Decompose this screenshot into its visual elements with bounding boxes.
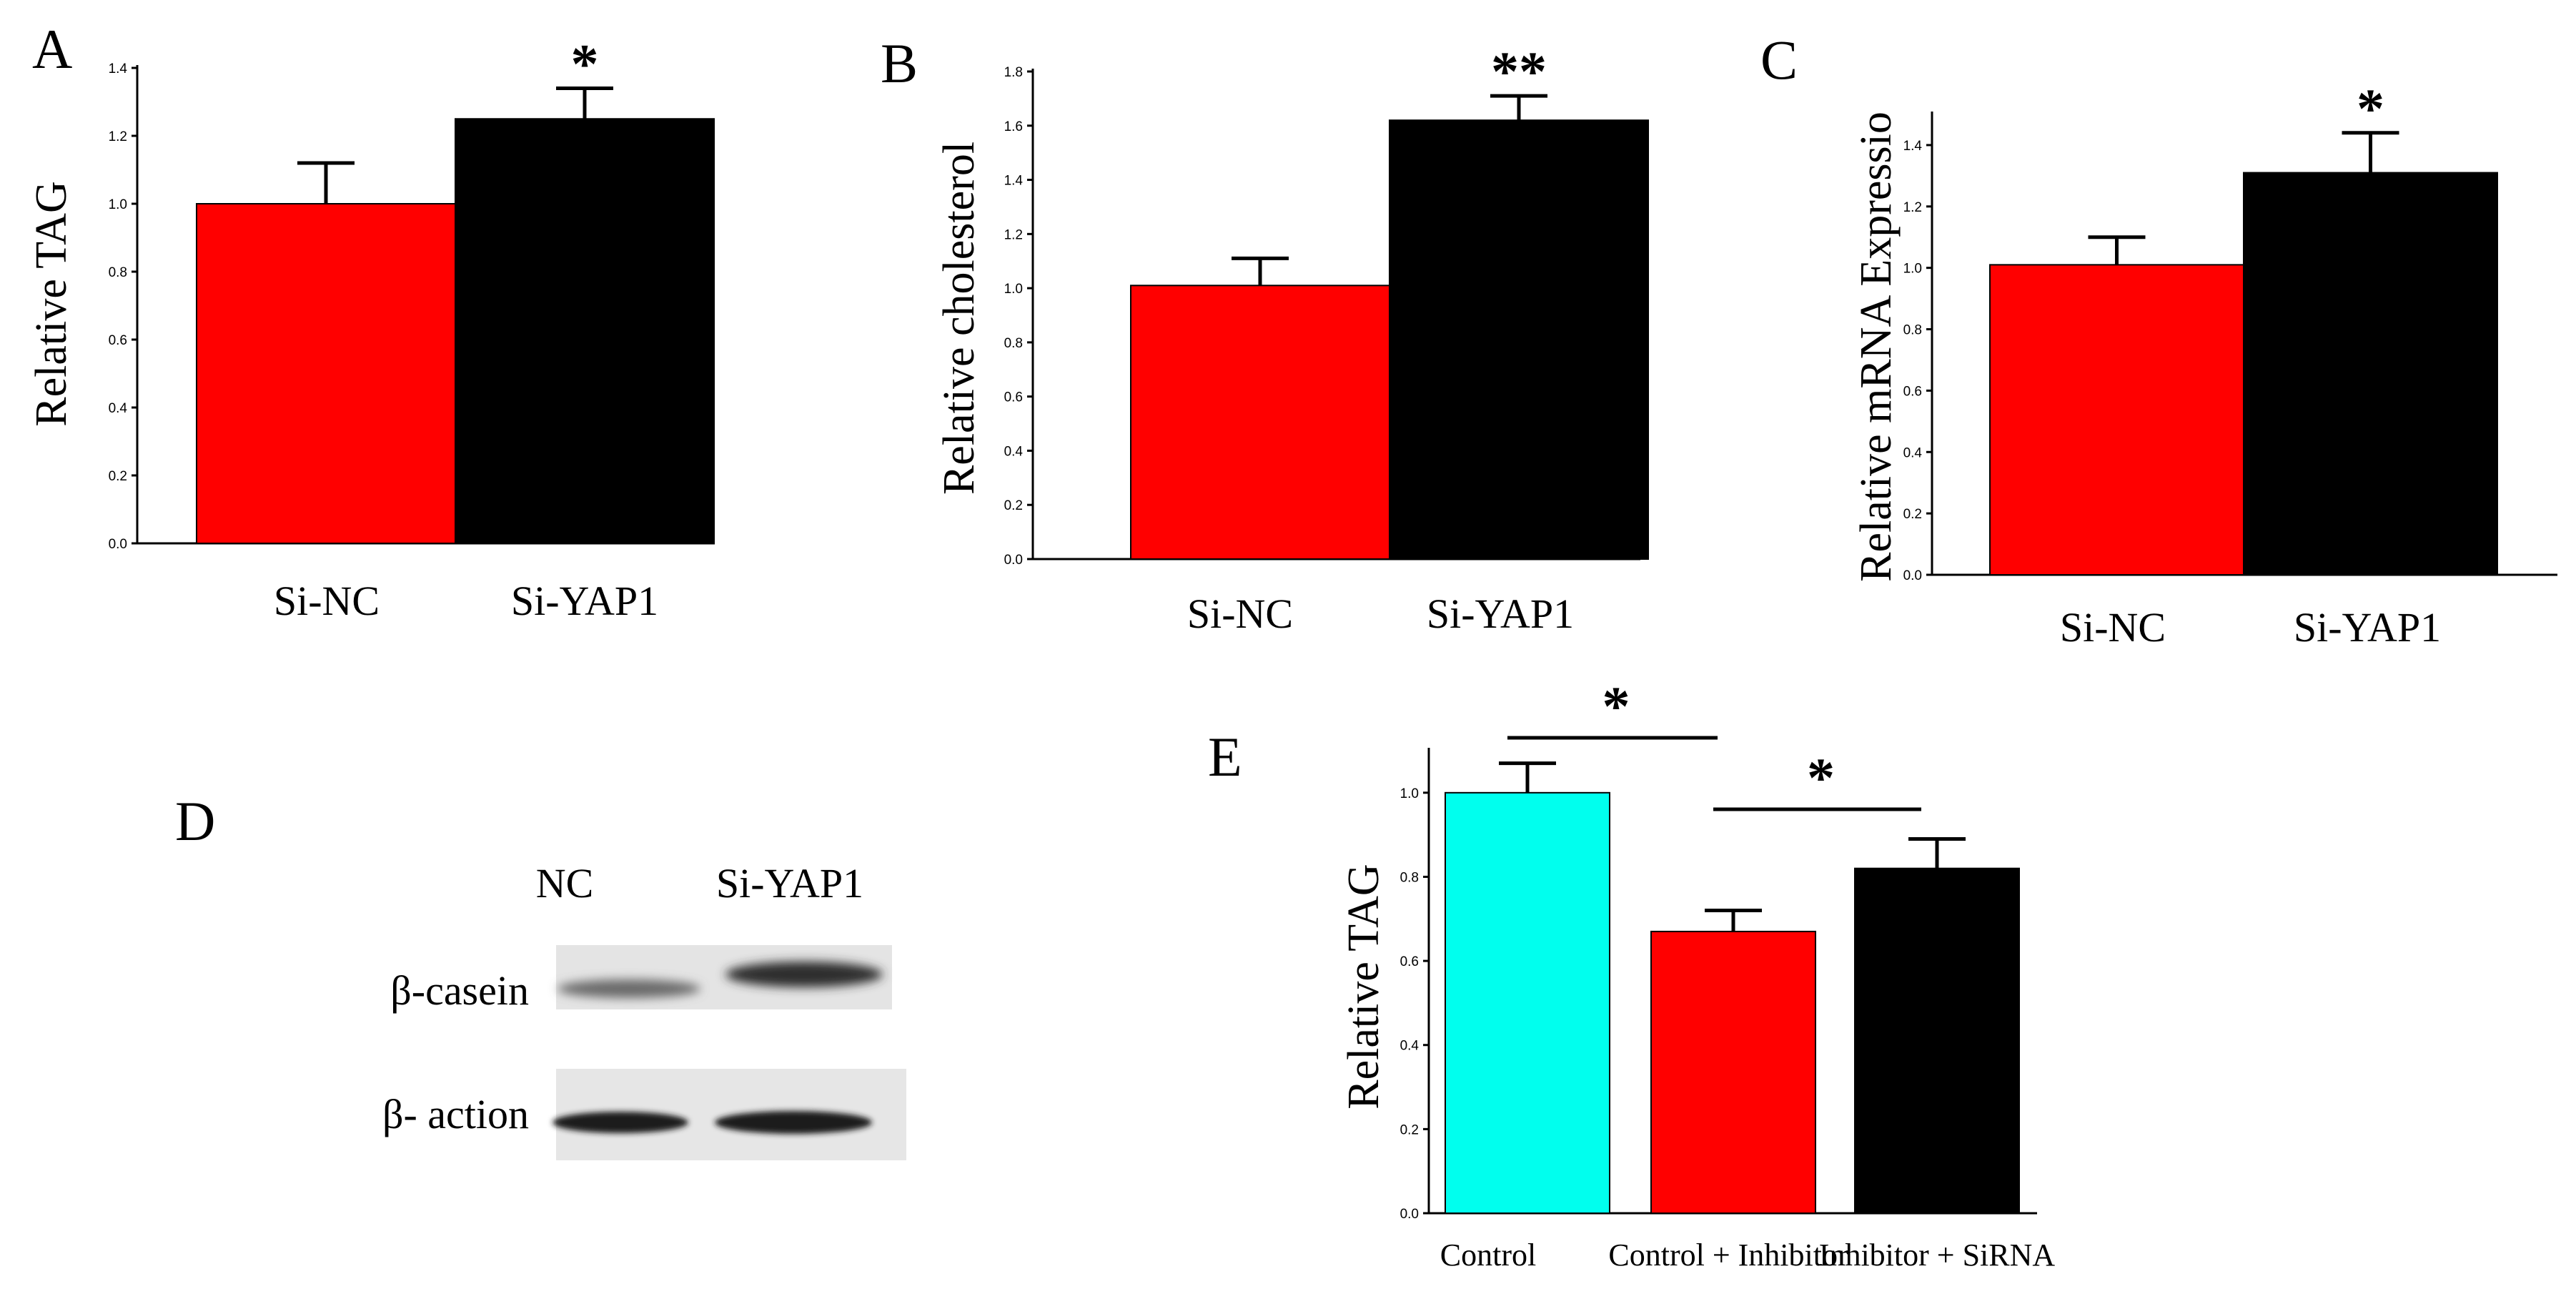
y-tick-label: 1.0 [1004,282,1023,297]
blot-strip-beta-casein [556,945,892,1009]
y-tick-label: 0.0 [1004,553,1023,568]
panel-label-b: B [881,32,918,94]
y-tick-label: 0.4 [1004,444,1024,459]
significance-marker: * [1602,675,1630,737]
band-casein-si-yap1 [725,962,883,987]
y-tick-label: 1.8 [1004,65,1023,80]
bar-control [1445,791,1610,1215]
y-tick-label: 1.0 [109,197,127,212]
category-label: Si-NC [274,578,380,624]
bar-inhibitor-sirna [1854,867,2020,1214]
y-tick-label: 0.6 [109,333,127,348]
y-tick-label: 1.0 [1903,262,1922,277]
y-tick-label: 0.2 [1903,507,1922,522]
panel-b-chart: B Relative cholesterol 0.0 0.2 0.4 0.6 0.8 1.0 1… [881,32,1649,637]
lane-label-si-yap1: Si-YAP1 [716,860,863,907]
bar-si-nc [1989,264,2244,576]
panel-label-e: E [1208,726,1242,788]
y-tick-label: 0.8 [1004,336,1023,351]
category-label: Si-YAP1 [511,578,658,624]
y-tick-label: 0.4 [1400,1039,1420,1054]
y-tick-label: 0.4 [1903,445,1923,460]
y-tick-label: 1.2 [1903,200,1922,215]
y-tick-label: 0.6 [1903,384,1922,399]
bar-control-inhibitor [1650,930,1816,1215]
y-tick-label: 0.2 [109,469,127,484]
y-axis-label: Relative TAG [1339,864,1388,1109]
bar-si-nc [1130,285,1390,560]
category-label: Control [1440,1238,1536,1273]
bar-si-nc [196,203,456,544]
lane-label-nc: NC [536,860,594,907]
significance-marker: * [571,33,599,95]
category-label: Si-YAP1 [2294,604,2441,651]
category-label: Si-NC [2060,604,2166,651]
category-label: Si-NC [1187,591,1293,637]
y-tick-label: 0.6 [1004,390,1023,405]
bar-si-yap1 [1389,119,1649,560]
y-tick-label: 1.4 [1903,139,1923,154]
panel-a-chart: A Relative TAG 0.0 0.2 0.4 0.6 0.8 1.0 1.2 1.4 Si-… [27,18,715,624]
category-label: Si-YAP1 [1427,591,1574,637]
y-tick-label: 1.0 [1400,786,1419,801]
panel-c-chart: C Relative mRNA Expressio 0.0 0.2 0.4 0.6 0.8 1… [1760,29,2557,651]
significance-marker: * [1807,746,1835,809]
y-tick-label: 0.6 [1400,954,1419,969]
category-label: Inhibitor + SiRNA [1819,1238,2056,1273]
y-tick-label: 1.2 [1004,227,1023,242]
panel-e-chart: E Relative TAG 0.0 0.2 0.4 0.6 0.8 1.0 Control Co… [1208,675,2055,1273]
blot-strip-beta-actin [553,1069,906,1160]
band-actin-si-yap1 [715,1111,872,1134]
panel-d-western-blot: D NC Si-YAP1 β-casein β- action [175,790,906,1160]
row-label-beta-actin: β- action [382,1091,529,1137]
row-label-beta-casein: β-casein [390,967,529,1014]
y-axis-label: Relative mRNA Expressio [1852,112,1901,582]
y-tick-label: 0.8 [1400,870,1419,885]
significance-marker: ** [1491,40,1547,102]
y-axis-label: Relative cholesterol [935,142,984,495]
y-axis-label: Relative TAG [27,181,76,426]
panel-label-d: D [175,790,215,852]
bar-si-yap1 [455,118,715,544]
category-label: Control + Inhibitor [1608,1238,1848,1273]
band-casein-nc [558,979,700,998]
y-tick-label: 0.2 [1400,1122,1419,1137]
y-tick-label: 1.4 [1004,174,1024,189]
y-tick-label: 0.0 [1400,1207,1419,1222]
y-tick-label: 1.6 [1004,119,1023,134]
y-tick-label: 0.8 [109,265,127,280]
band-actin-nc [553,1112,688,1133]
y-tick-label: 0.0 [109,537,127,552]
y-tick-label: 1.2 [109,129,127,144]
significance-marker: * [2357,77,2384,139]
panel-label-c: C [1760,29,1798,91]
y-tick-label: 0.8 [1903,323,1922,338]
panel-label-a: A [32,18,72,80]
y-tick-label: 1.4 [109,61,128,76]
y-tick-label: 0.4 [109,401,128,416]
y-tick-label: 0.0 [1903,568,1922,583]
bar-si-yap1 [2243,172,2498,576]
y-tick-label: 0.2 [1004,498,1023,513]
